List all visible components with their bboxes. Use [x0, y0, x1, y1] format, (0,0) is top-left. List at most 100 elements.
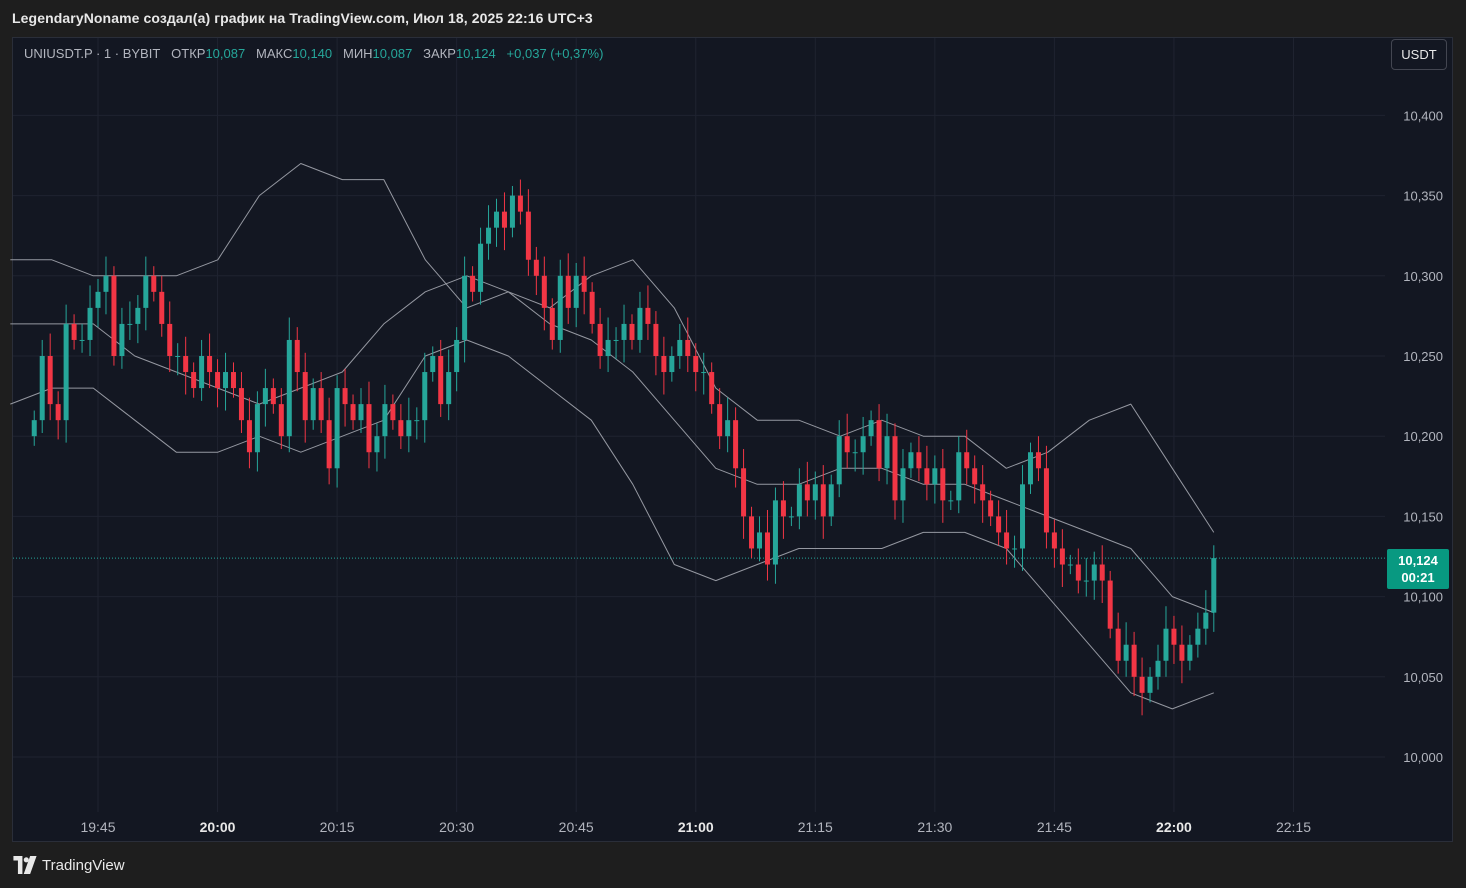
x-tick-label: 20:30	[439, 819, 474, 835]
candle-body	[486, 227, 492, 244]
candle-body	[286, 339, 292, 437]
candle-body	[836, 436, 842, 485]
x-tick-label: 22:00	[1156, 819, 1192, 835]
candle-body	[47, 356, 53, 405]
candle-body	[1163, 628, 1169, 661]
candle-body	[924, 468, 930, 485]
candle-body	[1211, 558, 1217, 613]
candle-body	[143, 275, 149, 308]
candles	[31, 179, 1217, 716]
candle-body	[621, 323, 627, 340]
candle-body	[270, 388, 276, 405]
candle-body	[733, 420, 739, 469]
chart-pane[interactable]	[12, 37, 1453, 842]
candle-body	[764, 532, 770, 565]
y-tick-label: 10,250	[1403, 349, 1443, 364]
candle-body	[749, 516, 755, 549]
tradingview-logo-icon	[13, 856, 37, 874]
candle-body	[1147, 676, 1153, 693]
y-tick-label: 10,300	[1403, 269, 1443, 284]
candle-body	[557, 275, 563, 340]
candle-body	[414, 420, 420, 422]
candle-body	[757, 532, 763, 549]
candle-body	[462, 275, 468, 340]
candle-body	[709, 372, 715, 405]
candle-body	[597, 323, 603, 356]
y-tick-label: 10,350	[1403, 189, 1443, 204]
candle-body	[390, 404, 396, 421]
candle-body	[549, 307, 555, 340]
candle-body	[127, 323, 133, 325]
candle-body	[199, 356, 205, 389]
candle-body	[1171, 628, 1177, 645]
candle-body	[366, 404, 372, 453]
candle-body	[1099, 564, 1105, 581]
y-tick-label: 10,100	[1403, 590, 1443, 605]
y-tick-label: 10,400	[1403, 108, 1443, 123]
candle-body	[868, 420, 874, 437]
x-axis-labels: 19:45 20:00 20:15 20:30 20:45 21:00 21:15 21:30…	[80, 819, 1311, 835]
bollinger-middle-line	[10, 275, 1214, 614]
candle-body	[430, 356, 436, 373]
candle-body	[342, 388, 348, 405]
y-tick-label: 10,150	[1403, 509, 1443, 524]
candle-body	[717, 404, 723, 437]
candle-body	[175, 356, 181, 357]
candle-body	[438, 356, 444, 405]
candle-body	[79, 339, 85, 341]
candle-body	[1059, 548, 1065, 565]
x-tick-label: 21:30	[917, 819, 952, 835]
candle-body	[135, 307, 141, 324]
candle-body	[669, 356, 675, 373]
candle-body	[1012, 548, 1018, 550]
candle-body	[1131, 644, 1137, 677]
candle-body	[446, 372, 452, 405]
candle-body	[613, 339, 619, 341]
candle-body	[1123, 644, 1129, 661]
footer: TradingView	[12, 856, 125, 874]
candle-body	[1187, 644, 1193, 661]
candle-body	[1107, 580, 1113, 629]
candle-body	[589, 291, 595, 324]
candle-body	[119, 323, 125, 356]
candle-body	[892, 436, 898, 501]
candle-body	[151, 275, 157, 292]
candle-body	[167, 323, 173, 356]
candle-body	[71, 323, 77, 340]
candle-body	[1203, 612, 1209, 629]
candle-body	[940, 468, 946, 501]
legend-low-value: 10,087	[372, 46, 413, 61]
x-tick-label: 20:15	[320, 819, 355, 835]
legend-close-label: ЗАКР	[423, 46, 456, 61]
current-price-tag: 10,124 00:21	[1387, 549, 1449, 589]
footer-brand[interactable]: TradingView	[42, 856, 125, 874]
x-tick-label: 21:45	[1037, 819, 1072, 835]
candle-body	[1027, 452, 1033, 485]
y-tick-label: 10,000	[1403, 750, 1443, 765]
x-tick-label: 21:15	[798, 819, 833, 835]
candle-body	[358, 404, 364, 421]
candle-body	[63, 323, 69, 421]
candle-body	[980, 484, 986, 501]
candle-body	[159, 291, 165, 324]
candle-body	[685, 339, 691, 356]
currency-button[interactable]: USDT	[1391, 39, 1447, 70]
candle-body	[494, 211, 499, 228]
candle-body	[223, 372, 229, 389]
bar-countdown: 00:21	[1401, 570, 1435, 585]
candle-body	[1004, 532, 1010, 549]
candle-body	[932, 468, 938, 485]
candle-body	[677, 339, 683, 356]
legend-high-value: 10,140	[292, 46, 333, 61]
candle-body	[1067, 564, 1073, 566]
candle-body	[812, 484, 818, 501]
candle-body	[844, 436, 850, 453]
y-tick-label: 10,200	[1403, 429, 1443, 444]
candle-body	[310, 388, 316, 421]
candle-body	[1051, 532, 1057, 549]
bollinger-upper-line	[10, 163, 1215, 533]
bollinger-lower-line	[10, 339, 1214, 710]
y-tick-label: 10,050	[1403, 670, 1443, 685]
candle-body	[701, 372, 707, 374]
